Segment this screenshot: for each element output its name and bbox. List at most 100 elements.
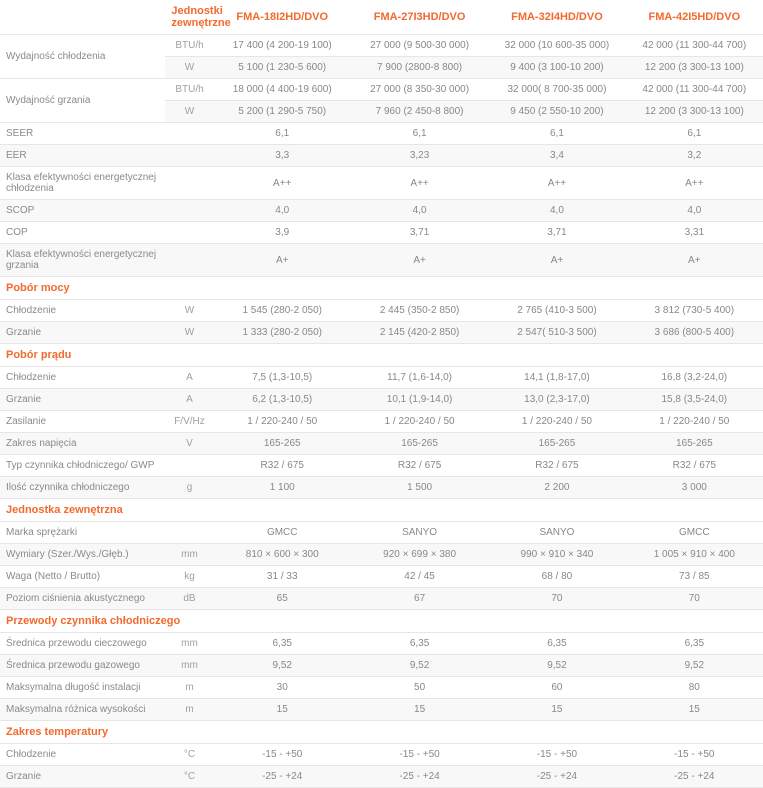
cell-value: 50 xyxy=(351,677,488,699)
row-label: Klasa efektywności energetycznej chłodze… xyxy=(0,167,165,200)
cell-value: 6,1 xyxy=(626,123,763,145)
cell-value: -25 - +24 xyxy=(351,766,488,788)
cell-value: 9,52 xyxy=(626,655,763,677)
cell-value: 9 450 (2 550-10 200) xyxy=(488,101,625,123)
row-label: Grzanie xyxy=(0,766,165,788)
row-label: SCOP xyxy=(0,200,165,222)
cell-value: 42 / 45 xyxy=(351,566,488,588)
row-label: Grzanie xyxy=(0,389,165,411)
cell-value: -15 - +50 xyxy=(626,744,763,766)
cell-value: 70 xyxy=(488,588,625,610)
row-label: EER xyxy=(0,145,165,167)
cell-value: 32 000( 8 700-35 000) xyxy=(488,79,625,101)
cell-value: 3,71 xyxy=(488,222,625,244)
cell-value: A+ xyxy=(214,244,351,277)
row-label: Maksymalna różnica wysokości xyxy=(0,699,165,721)
cell-value: GMCC xyxy=(214,522,351,544)
row-label: Średnica przewodu gazowego xyxy=(0,655,165,677)
cell-value: 4,0 xyxy=(214,200,351,222)
row-label: SEER xyxy=(0,123,165,145)
cell-value: 11,7 (1,6-14,0) xyxy=(351,367,488,389)
section-header: Przewody czynnika chłodniczego xyxy=(0,610,763,633)
cell-value: 2 200 xyxy=(488,477,625,499)
model-3: FMA-32I4HD/DVO xyxy=(488,0,625,35)
cell-value: 9,52 xyxy=(488,655,625,677)
section-header: Zakres temperatury xyxy=(0,721,763,744)
row-unit xyxy=(165,222,213,244)
cell-value: 2 547( 510-3 500) xyxy=(488,322,625,344)
row-label: COP xyxy=(0,222,165,244)
cell-value: R32 / 675 xyxy=(214,455,351,477)
row-label: Typ czynnika chłodniczego/ GWP xyxy=(0,455,165,477)
row-unit: m xyxy=(165,699,213,721)
section-header: Pobór prądu xyxy=(0,344,763,367)
row-unit: °C xyxy=(165,766,213,788)
row-label: Grzanie xyxy=(0,322,165,344)
row-label: Chłodzenie xyxy=(0,300,165,322)
cell-value: A++ xyxy=(214,167,351,200)
section-header: Pobór mocy xyxy=(0,277,763,300)
cell-value: 810 × 600 × 300 xyxy=(214,544,351,566)
cell-value: R32 / 675 xyxy=(351,455,488,477)
cell-value: 1 545 (280-2 050) xyxy=(214,300,351,322)
cell-value: 3 812 (730-5 400) xyxy=(626,300,763,322)
cell-value: 10,1 (1,9-14,0) xyxy=(351,389,488,411)
cell-value: 6,35 xyxy=(488,633,625,655)
spec-table: Jednostki zewnętrzne FMA-18I2HD/DVO FMA-… xyxy=(0,0,763,788)
cell-value: 32 000 (10 600-35 000) xyxy=(488,35,625,57)
cell-value: 15 xyxy=(214,699,351,721)
cell-value: 14,1 (1,8-17,0) xyxy=(488,367,625,389)
cell-value: 2 765 (410-3 500) xyxy=(488,300,625,322)
cell-value: 3 000 xyxy=(626,477,763,499)
cell-value: 2 145 (420-2 850) xyxy=(351,322,488,344)
cell-value: SANYO xyxy=(351,522,488,544)
cell-value: 68 / 80 xyxy=(488,566,625,588)
row-unit: A xyxy=(165,367,213,389)
row-unit xyxy=(165,123,213,145)
cell-value: -15 - +50 xyxy=(488,744,625,766)
cell-value: 6,2 (1,3-10,5) xyxy=(214,389,351,411)
cell-value: 6,35 xyxy=(626,633,763,655)
row-unit: A xyxy=(165,389,213,411)
cell-value: 27 000 (8 350-30 000) xyxy=(351,79,488,101)
cell-value: 6,1 xyxy=(488,123,625,145)
cell-value: 30 xyxy=(214,677,351,699)
row-label: Zasilanie xyxy=(0,411,165,433)
row-unit xyxy=(165,200,213,222)
cell-value: 60 xyxy=(488,677,625,699)
cell-value: 4,0 xyxy=(351,200,488,222)
cell-value: 27 000 (9 500-30 000) xyxy=(351,35,488,57)
cell-value: 70 xyxy=(626,588,763,610)
cell-value: 13,0 (2,3-17,0) xyxy=(488,389,625,411)
row-unit xyxy=(165,522,213,544)
row-unit: m xyxy=(165,677,213,699)
cell-value: A++ xyxy=(626,167,763,200)
cell-value: 9,52 xyxy=(351,655,488,677)
row-unit: mm xyxy=(165,633,213,655)
cell-value: A+ xyxy=(488,244,625,277)
row-unit xyxy=(165,244,213,277)
model-4: FMA-42I5HD/DVO xyxy=(626,0,763,35)
cell-value: -15 - +50 xyxy=(351,744,488,766)
row-label: Wymiary (Szer./Wys./Głęb.) xyxy=(0,544,165,566)
row-label: Chłodzenie xyxy=(0,367,165,389)
cell-value: 9,52 xyxy=(214,655,351,677)
row-unit: W xyxy=(165,57,213,79)
row-unit: BTU/h xyxy=(165,79,213,101)
cell-value: 7 900 (2800-8 800) xyxy=(351,57,488,79)
cell-value: -25 - +24 xyxy=(488,766,625,788)
model-1: FMA-18I2HD/DVO xyxy=(214,0,351,35)
cell-value: 3,9 xyxy=(214,222,351,244)
cell-value: 4,0 xyxy=(626,200,763,222)
cell-value: 3 686 (800-5 400) xyxy=(626,322,763,344)
cell-value: 6,1 xyxy=(351,123,488,145)
cell-value: 4,0 xyxy=(488,200,625,222)
row-label: Poziom ciśnienia akustycznego xyxy=(0,588,165,610)
cell-value: 165-265 xyxy=(488,433,625,455)
row-label: Waga (Netto / Brutto) xyxy=(0,566,165,588)
cell-value: SANYO xyxy=(488,522,625,544)
cell-value: 42 000 (11 300-44 700) xyxy=(626,35,763,57)
cell-value: GMCC xyxy=(626,522,763,544)
cell-value: 3,23 xyxy=(351,145,488,167)
cell-value: 1 333 (280-2 050) xyxy=(214,322,351,344)
